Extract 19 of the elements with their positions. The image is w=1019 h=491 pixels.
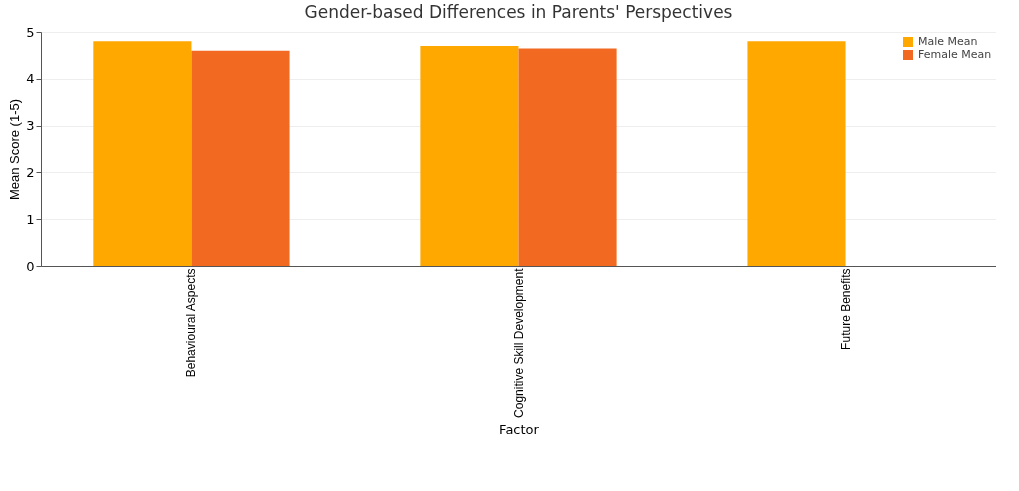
y-tick-label: 1 — [26, 211, 35, 227]
y-tick-label: 2 — [26, 164, 35, 180]
bar — [93, 41, 192, 266]
legend-label: Male Mean — [918, 35, 978, 48]
legend-label: Female Mean — [918, 48, 992, 61]
x-axis-title: Factor — [499, 421, 540, 437]
bar — [747, 41, 846, 266]
y-tick-label: 0 — [26, 258, 35, 274]
bar — [420, 46, 519, 266]
chart-title: Gender-based Differences in Parents' Perspectives — [304, 2, 733, 22]
y-tick-label: 3 — [26, 118, 35, 134]
x-tick-label: Cognitive Skill Development — [511, 267, 526, 418]
bar — [191, 50, 290, 266]
x-tick-label: Future Benefits — [838, 268, 853, 350]
x-tick-label: Behavioural Aspects — [184, 268, 199, 378]
y-axis-title: Mean Score (1-5) — [7, 98, 23, 201]
y-tick-label: 5 — [26, 24, 35, 40]
bar — [518, 48, 617, 266]
y-tick-label: 4 — [26, 71, 35, 87]
